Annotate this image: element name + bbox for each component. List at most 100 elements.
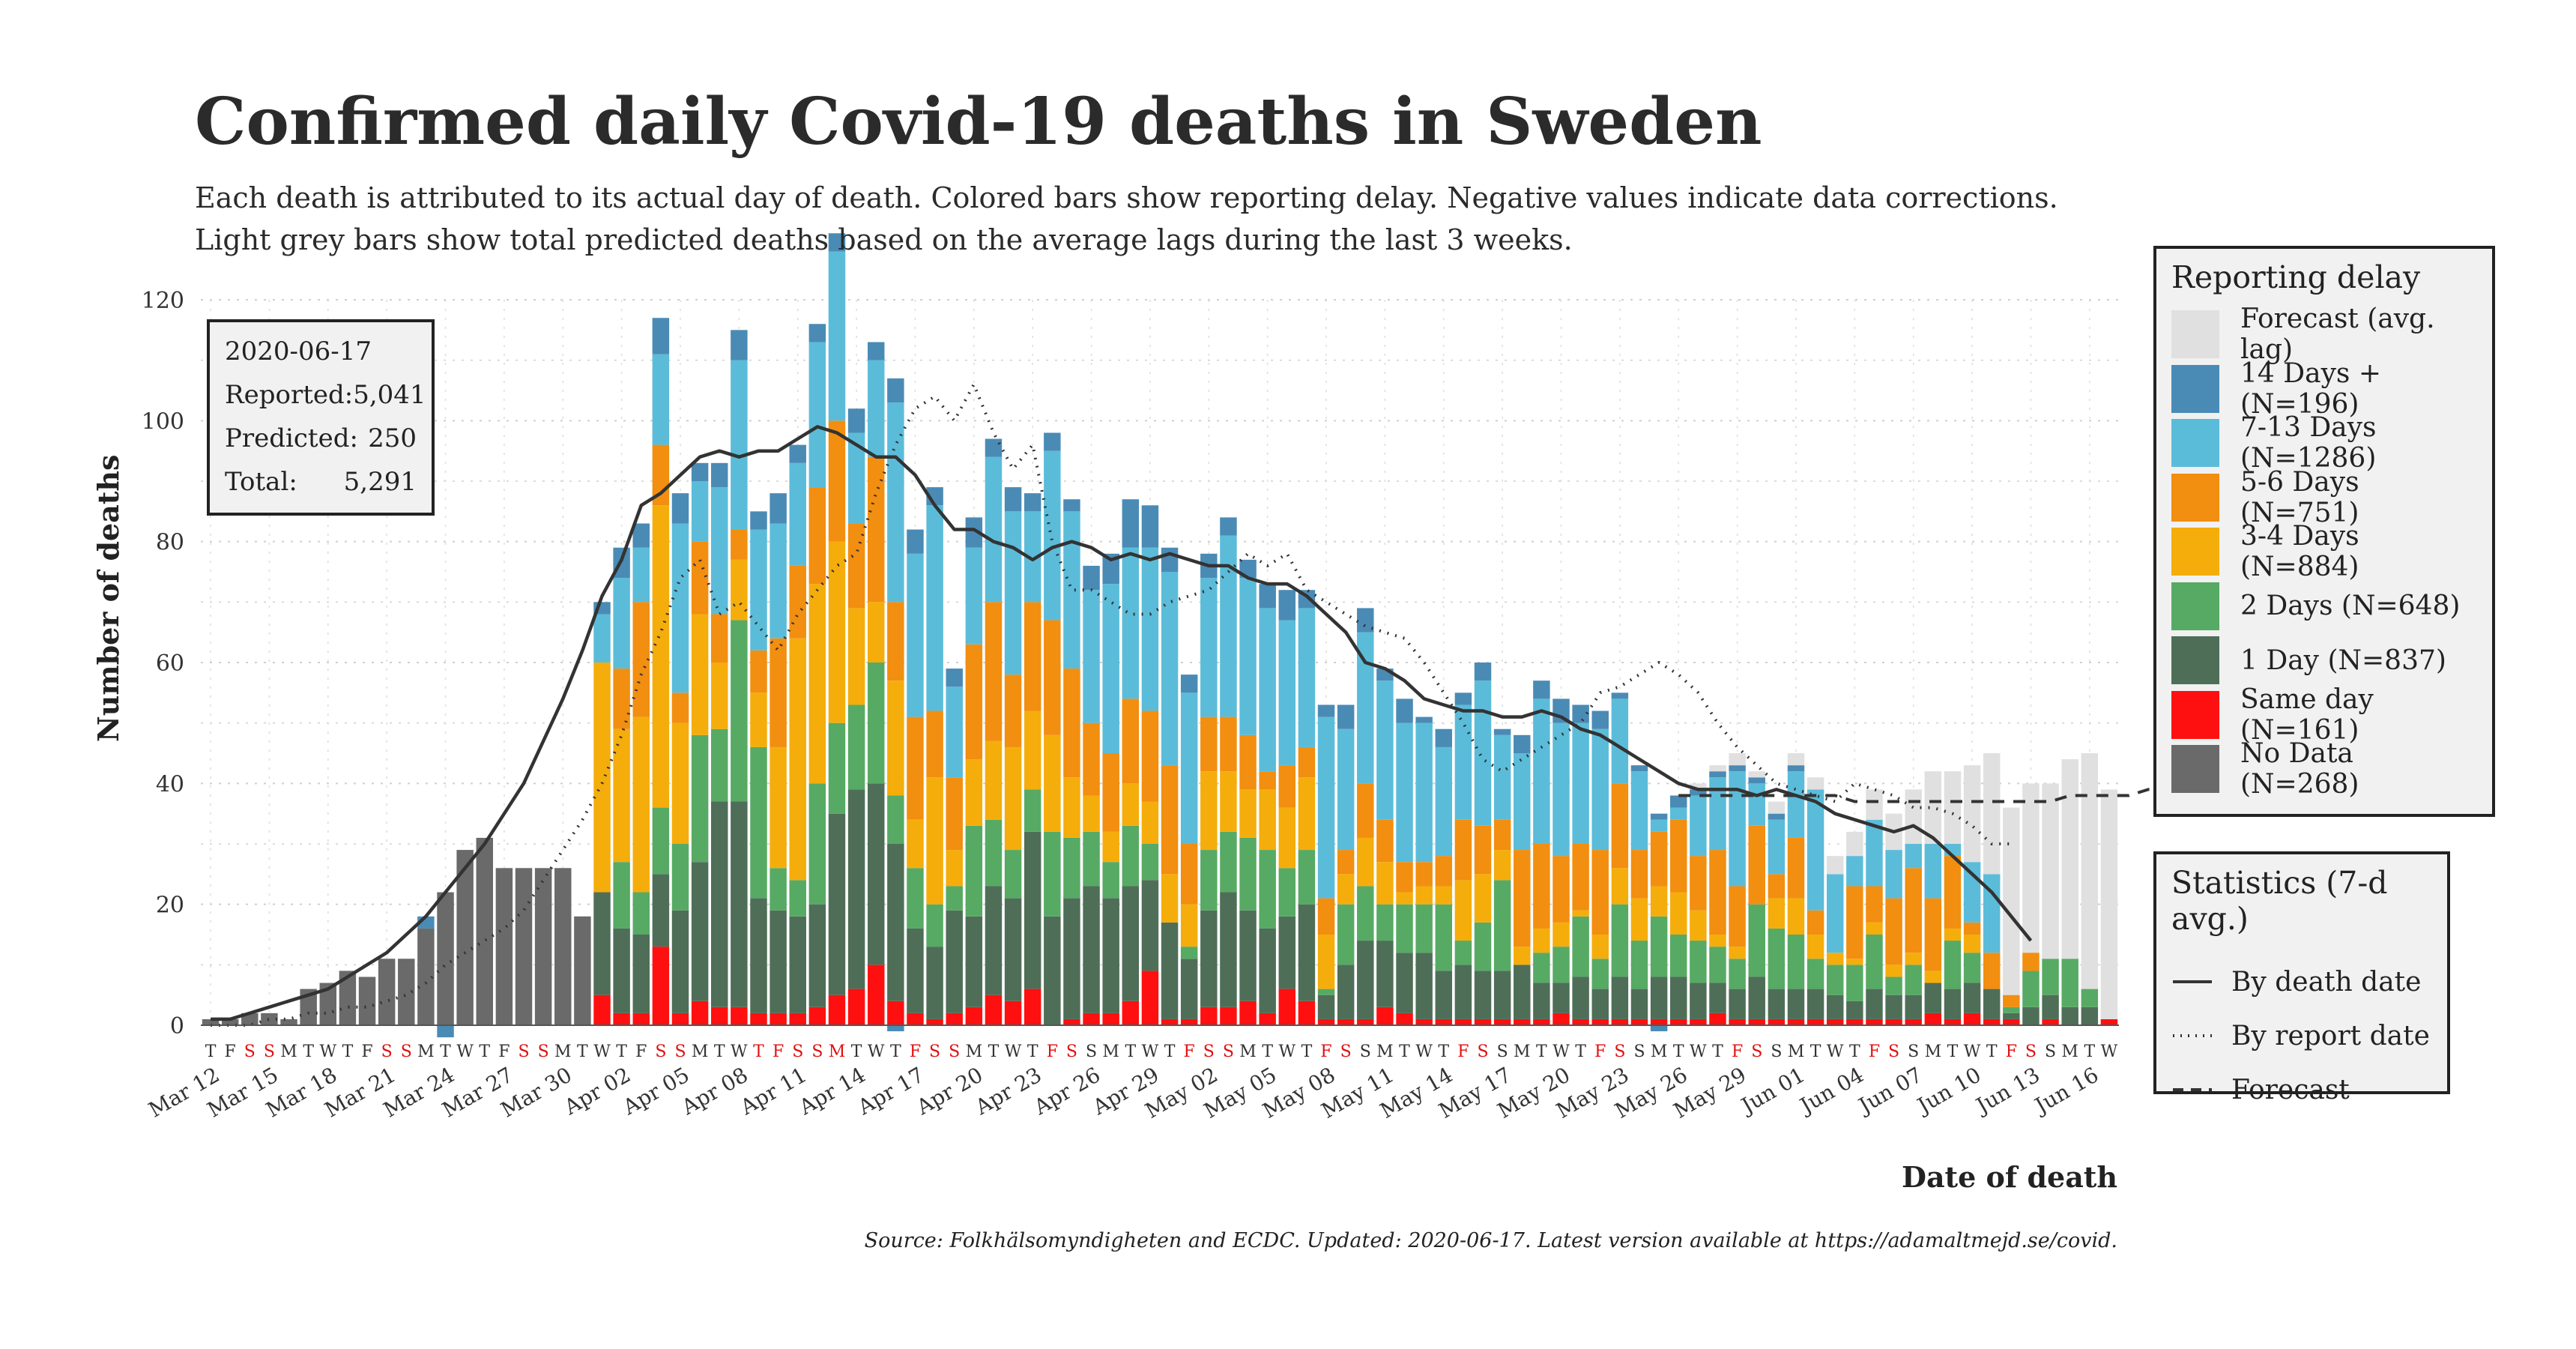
bar-segment [202,1018,220,1025]
bar-segment [1611,868,1629,905]
bar-segment [1806,989,1824,1019]
bar-segment [1846,831,1863,857]
bar-segment [1278,916,1296,989]
weekday-letter: T [1027,1042,1038,1061]
bar-segment [691,734,709,863]
y-tick-label: 60 [156,651,184,677]
bar-segment [1004,1001,1022,1025]
bar-segment [946,1012,963,1025]
legend-item: No Data (N=268) [2171,738,2477,800]
bar-segment [1161,765,1179,875]
bar-segment [828,233,846,252]
bar-segment [1552,947,1570,983]
weekday-letter: S [949,1042,960,1061]
weekday-letter: T [988,1042,1000,1061]
bar-segment [867,342,885,360]
bar-segment [1200,771,1218,851]
weekday-letter: F [910,1042,921,1061]
weekday-letter: T [890,1042,901,1061]
bar-segment [1846,965,1863,1001]
bar-segment [1905,868,1922,953]
bar-segment [1630,941,1648,989]
bar-segment [1552,983,1570,1013]
bar-segment [1591,728,1609,851]
legend-item: 3-4 Days (N=884) [2171,521,2477,582]
bar-segment [1826,874,1844,953]
bar-segment [1200,716,1218,772]
bar-segment [867,663,885,784]
bar-segment [1768,989,1786,1019]
legend-swatch [2171,690,2219,739]
legend-label: 1 Day (N=837) [2240,645,2446,676]
y-tick-label: 100 [142,408,184,435]
bar-segment [1415,1018,1433,1025]
weekday-letter: S [792,1042,803,1061]
bar-segment [1044,620,1061,735]
bar-segment [1474,825,1492,875]
bar-segment [1572,910,1589,917]
bar-segment [789,638,806,881]
bar-segment [652,354,670,445]
weekday-letter: W [2101,1042,2118,1061]
weekday-letter: M [417,1042,435,1061]
bar-segment [1611,904,1629,977]
weekday-letter: F [773,1042,784,1061]
legend-label: 5-6 Days (N=751) [2240,466,2359,528]
bar-segment [1396,722,1413,863]
bar-segment [1004,674,1022,747]
weekday-letter: T [1125,1042,1136,1061]
bar-segment [1493,728,1511,735]
bar-segment [1963,862,1981,923]
bar-segment [1846,886,1863,959]
bar-segment [1690,910,1707,941]
bar-segment [1200,850,1218,911]
bar-segment [671,910,689,1013]
weekday-letter: T [616,1042,627,1061]
bar-segment [1259,584,1276,609]
bar-segment [1161,922,1179,1019]
bar-segment [1611,692,1629,699]
bar-segment [1298,1001,1316,1025]
bar-segment [671,493,689,524]
weekday-letter: T [1986,1042,1998,1061]
weekday-letter: S [1477,1042,1488,1061]
bar-segment [1690,795,1707,857]
bar-segment [2022,971,2040,1007]
bar-segment [1650,813,1668,820]
bar-segment [1024,831,1041,989]
bar-segment [632,547,650,603]
weekday-letter: T [577,1042,588,1061]
bar-segment [808,904,826,1007]
bar-segment [1180,959,1198,1019]
weekday-letter: T [1164,1042,1176,1061]
bar-segment [1748,825,1765,905]
bar-segment [808,1007,826,1025]
bar-segment [1141,844,1159,881]
bar-segment [1944,928,1962,941]
bar-segment [691,541,709,615]
weekday-letter: T [851,1042,862,1061]
bar-segment [926,904,943,947]
bar-segment [1141,505,1159,548]
bar-segment [1670,892,1687,935]
weekday-letter: M [1514,1042,1531,1061]
bar-segment [1826,995,1844,1019]
bar-segment [1787,898,1805,935]
bar-segment [319,983,337,1025]
weekday-letter: T [2084,1042,2095,1061]
bar-segment [1709,983,1726,1013]
bar-segment [1083,590,1100,723]
bar-segment [1493,971,1511,1019]
bar-segment [1533,953,1550,983]
bar-segment [789,880,806,917]
bar-segment [867,456,885,603]
bar-segment [1337,1018,1355,1025]
bar-segment [1220,535,1237,717]
statistics-legend: Statistics (7-d avg.) By death date By re… [2153,851,2450,1105]
x-tick-label: Apr 23 [970,1062,1046,1120]
bar-segment [985,456,1003,603]
bar-segment [1122,547,1140,699]
bar-segment [828,722,846,814]
bar-segment [985,819,1003,887]
